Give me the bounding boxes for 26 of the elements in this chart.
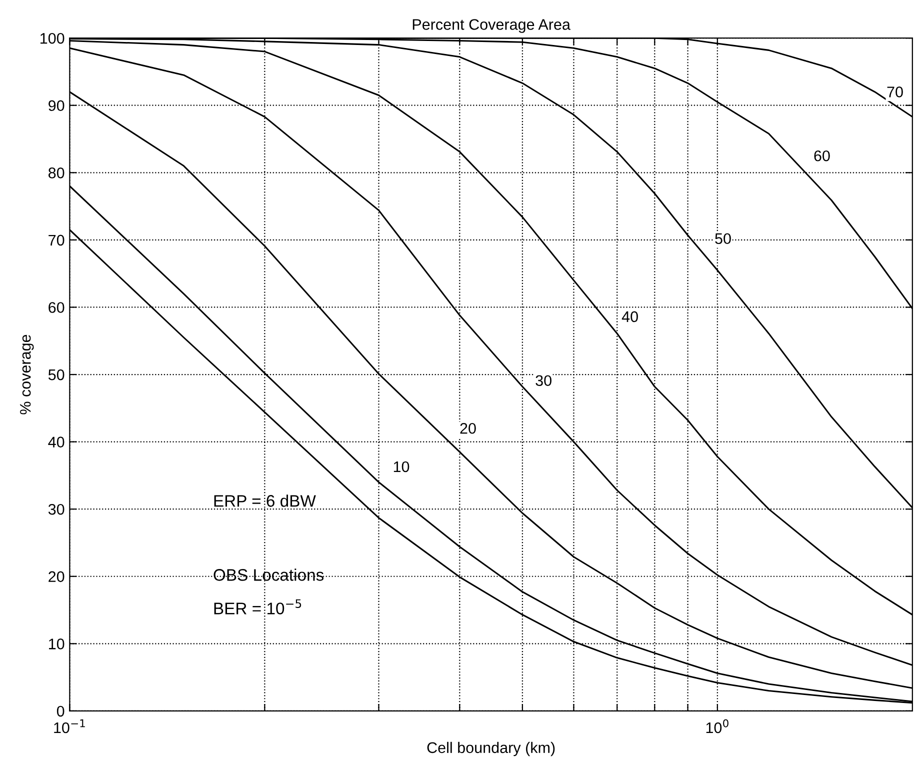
y-tick-label: 20 [48,571,64,582]
y-tick-label: 80 [48,168,64,178]
annotation: BER = 10$^{−5}$ [214,599,302,614]
y-tick-label: 40 [48,436,64,448]
y-tick-label: 10 [49,638,64,650]
x-tick-label: 10$^{−1}$ [54,719,85,734]
annotation: OBS Locations [214,568,324,581]
y-tick-label: 30 [48,504,64,515]
annotation: 30 [536,375,552,386]
y-tick-label: 90 [48,100,64,112]
y-tick-label: 70 [48,234,64,246]
annotation: 10 [394,461,410,472]
y-tick-label: 0 [56,706,64,717]
y-tick-label: 60 [48,302,64,313]
y-tick-label: 100 [40,32,64,44]
x-tick-label: 10$^{0}$ [706,719,728,734]
annotation: 60 [814,150,830,162]
y-tick-label: 50 [48,369,64,380]
annotation: 20 [460,422,476,434]
annotation: 40 [622,311,638,322]
annotation: ERP = 6 dBW [214,494,316,507]
annotation: 70 [887,86,903,98]
y-axis-title: % coverage [20,334,34,414]
chart-title: Percent Coverage Area [412,19,570,33]
annotation: 50 [715,233,731,244]
x-axis-title: Cell boundary (km) [427,742,555,756]
